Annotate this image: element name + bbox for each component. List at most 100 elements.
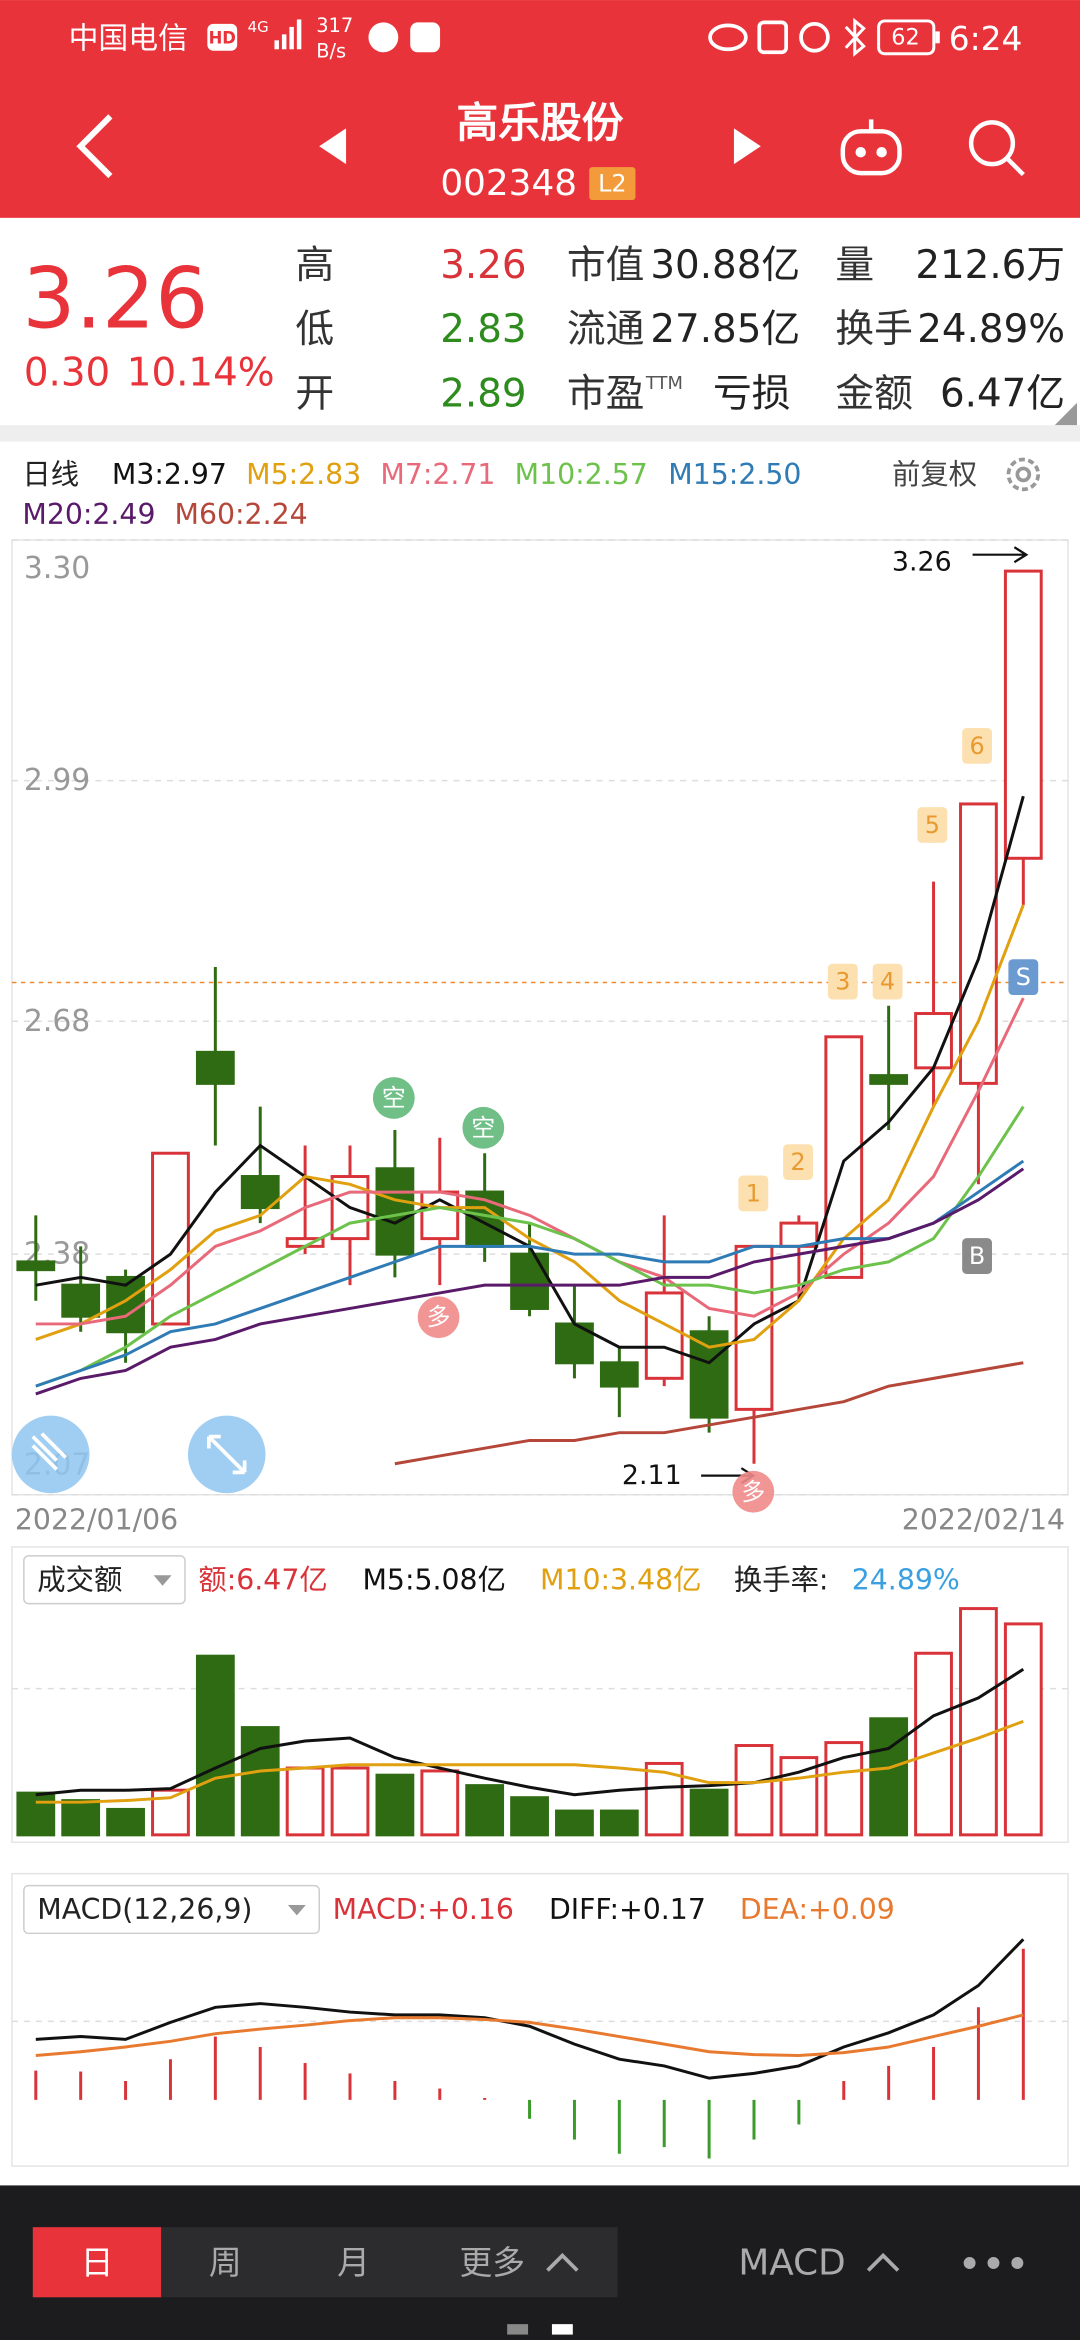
tab-caret <box>546 2252 579 2272</box>
tab-selected <box>32 2227 162 2298</box>
volume-bar <box>61 1799 101 1837</box>
field-sup: TTM <box>645 373 683 394</box>
volume-selector[interactable] <box>23 1555 186 1605</box>
signal-badge <box>872 963 903 1000</box>
volume-bar <box>375 1773 415 1837</box>
legend-entry: M60:2.24 <box>175 498 308 531</box>
robot-button[interactable] <box>840 119 902 176</box>
volume-bar <box>1003 1622 1043 1837</box>
eye-icon <box>708 23 748 52</box>
signal-badge <box>732 1470 775 1513</box>
tab[interactable]: 更多 <box>459 2244 525 2282</box>
legend-entry: M7:2.71 <box>380 458 495 491</box>
legend-entry: MACD:+0.16 <box>333 1893 514 1926</box>
signal-badge <box>462 1106 505 1149</box>
carrier: 中国电信 <box>69 21 188 56</box>
indicator-caret <box>866 2252 900 2272</box>
search-button[interactable] <box>968 120 1025 177</box>
signal-badge <box>738 1175 769 1212</box>
ma-line <box>35 1167 1025 1396</box>
nav-indicator <box>507 2324 529 2335</box>
volume-bar <box>16 1791 56 1837</box>
battery-tip <box>935 31 940 44</box>
stock-code: 002348 <box>440 163 577 204</box>
signal-badge <box>372 1077 415 1119</box>
macd-title: MACD(12,26,9) <box>37 1893 252 1926</box>
field-value: 212.6万 <box>915 243 1065 288</box>
volume-bar <box>240 1726 280 1837</box>
field-label: 高 <box>295 243 334 288</box>
field-value: 27.85亿 <box>650 307 800 352</box>
hd-text: HD <box>209 29 236 48</box>
volume-bar <box>465 1784 505 1837</box>
y-tick-label: 2.68 <box>24 1004 90 1039</box>
last-price: 3.26 <box>22 249 208 347</box>
volume-frame <box>11 1546 1069 1844</box>
volume-bar <box>510 1796 549 1837</box>
ma-line <box>394 1361 1024 1466</box>
field-value: 亏损 <box>713 371 791 416</box>
signal-text: 1 <box>746 1179 761 1207</box>
legend-entry: M3:2.97 <box>112 458 227 491</box>
settings-icon[interactable] <box>1006 457 1041 492</box>
dropdown-arrow <box>153 1575 172 1586</box>
annotation: 3.26 <box>892 547 952 578</box>
volume-bar <box>195 1654 235 1837</box>
legend-entry: 额:6.47亿 <box>198 1563 327 1596</box>
chart-title: 日线 <box>22 458 79 491</box>
signal-text: 2 <box>790 1148 805 1176</box>
clock: 6:24 <box>949 20 1023 58</box>
field-label: 开 <box>295 371 334 416</box>
ma-line <box>35 1159 1025 1388</box>
macd-selector[interactable] <box>23 1884 320 1935</box>
ma-line <box>35 904 1025 1349</box>
volume-bar <box>689 1788 729 1837</box>
app-icon <box>410 22 441 53</box>
next-stock[interactable] <box>733 128 761 165</box>
signal-text: 5 <box>925 811 940 839</box>
speed-unit: B/s <box>316 39 346 62</box>
ma-line <box>35 1719 1024 1804</box>
stock-name: 高乐股份 <box>457 98 624 147</box>
speed: 317 <box>316 14 353 37</box>
divider <box>0 425 1080 442</box>
turnover-value: 24.89% <box>852 1563 960 1596</box>
candle-body <box>16 1260 56 1272</box>
tab[interactable]: 日 <box>81 2244 114 2282</box>
signal-badge <box>962 1238 992 1274</box>
tab[interactable]: 月 <box>337 2244 370 2282</box>
level-badge <box>589 167 636 200</box>
candle-body <box>734 1244 774 1411</box>
volume-bar <box>106 1807 145 1837</box>
bluetooth-icon <box>844 17 866 57</box>
signal-badge <box>783 1144 813 1180</box>
expand-corner[interactable] <box>1054 402 1078 426</box>
price-change: 0.30 <box>24 350 110 395</box>
field-value: 6.47亿 <box>940 371 1065 416</box>
ma-line <box>35 2013 1024 2057</box>
prev-stock[interactable] <box>319 128 347 165</box>
volume-bar <box>959 1607 998 1837</box>
more-button[interactable] <box>963 2257 1024 2269</box>
x-tick-label: 2022/02/14 <box>902 1504 1065 1537</box>
candle-body <box>599 1361 639 1388</box>
signal-text: 3 <box>835 968 850 996</box>
x-tick-label: 2022/01/06 <box>15 1504 178 1537</box>
candle-body <box>869 1074 909 1085</box>
macd-frame <box>11 1872 1069 2167</box>
adjust-mode[interactable]: 前复权 <box>892 458 977 491</box>
volume-bar <box>420 1769 460 1837</box>
back-button[interactable] <box>76 114 113 179</box>
network: 4G <box>248 18 269 36</box>
tab[interactable]: 周 <box>209 2244 242 2282</box>
level-text: L2 <box>598 170 626 198</box>
ma-line <box>35 1105 1025 1388</box>
candle-body <box>195 1050 235 1085</box>
volume-bar <box>914 1651 953 1837</box>
volume-bar <box>555 1809 594 1837</box>
indicator-button[interactable]: MACD <box>738 2242 845 2283</box>
y-tick-label: 2.99 <box>24 763 90 798</box>
signal-badge <box>962 728 992 764</box>
field-label: 市盈 <box>567 371 645 416</box>
candle-body <box>510 1252 549 1310</box>
